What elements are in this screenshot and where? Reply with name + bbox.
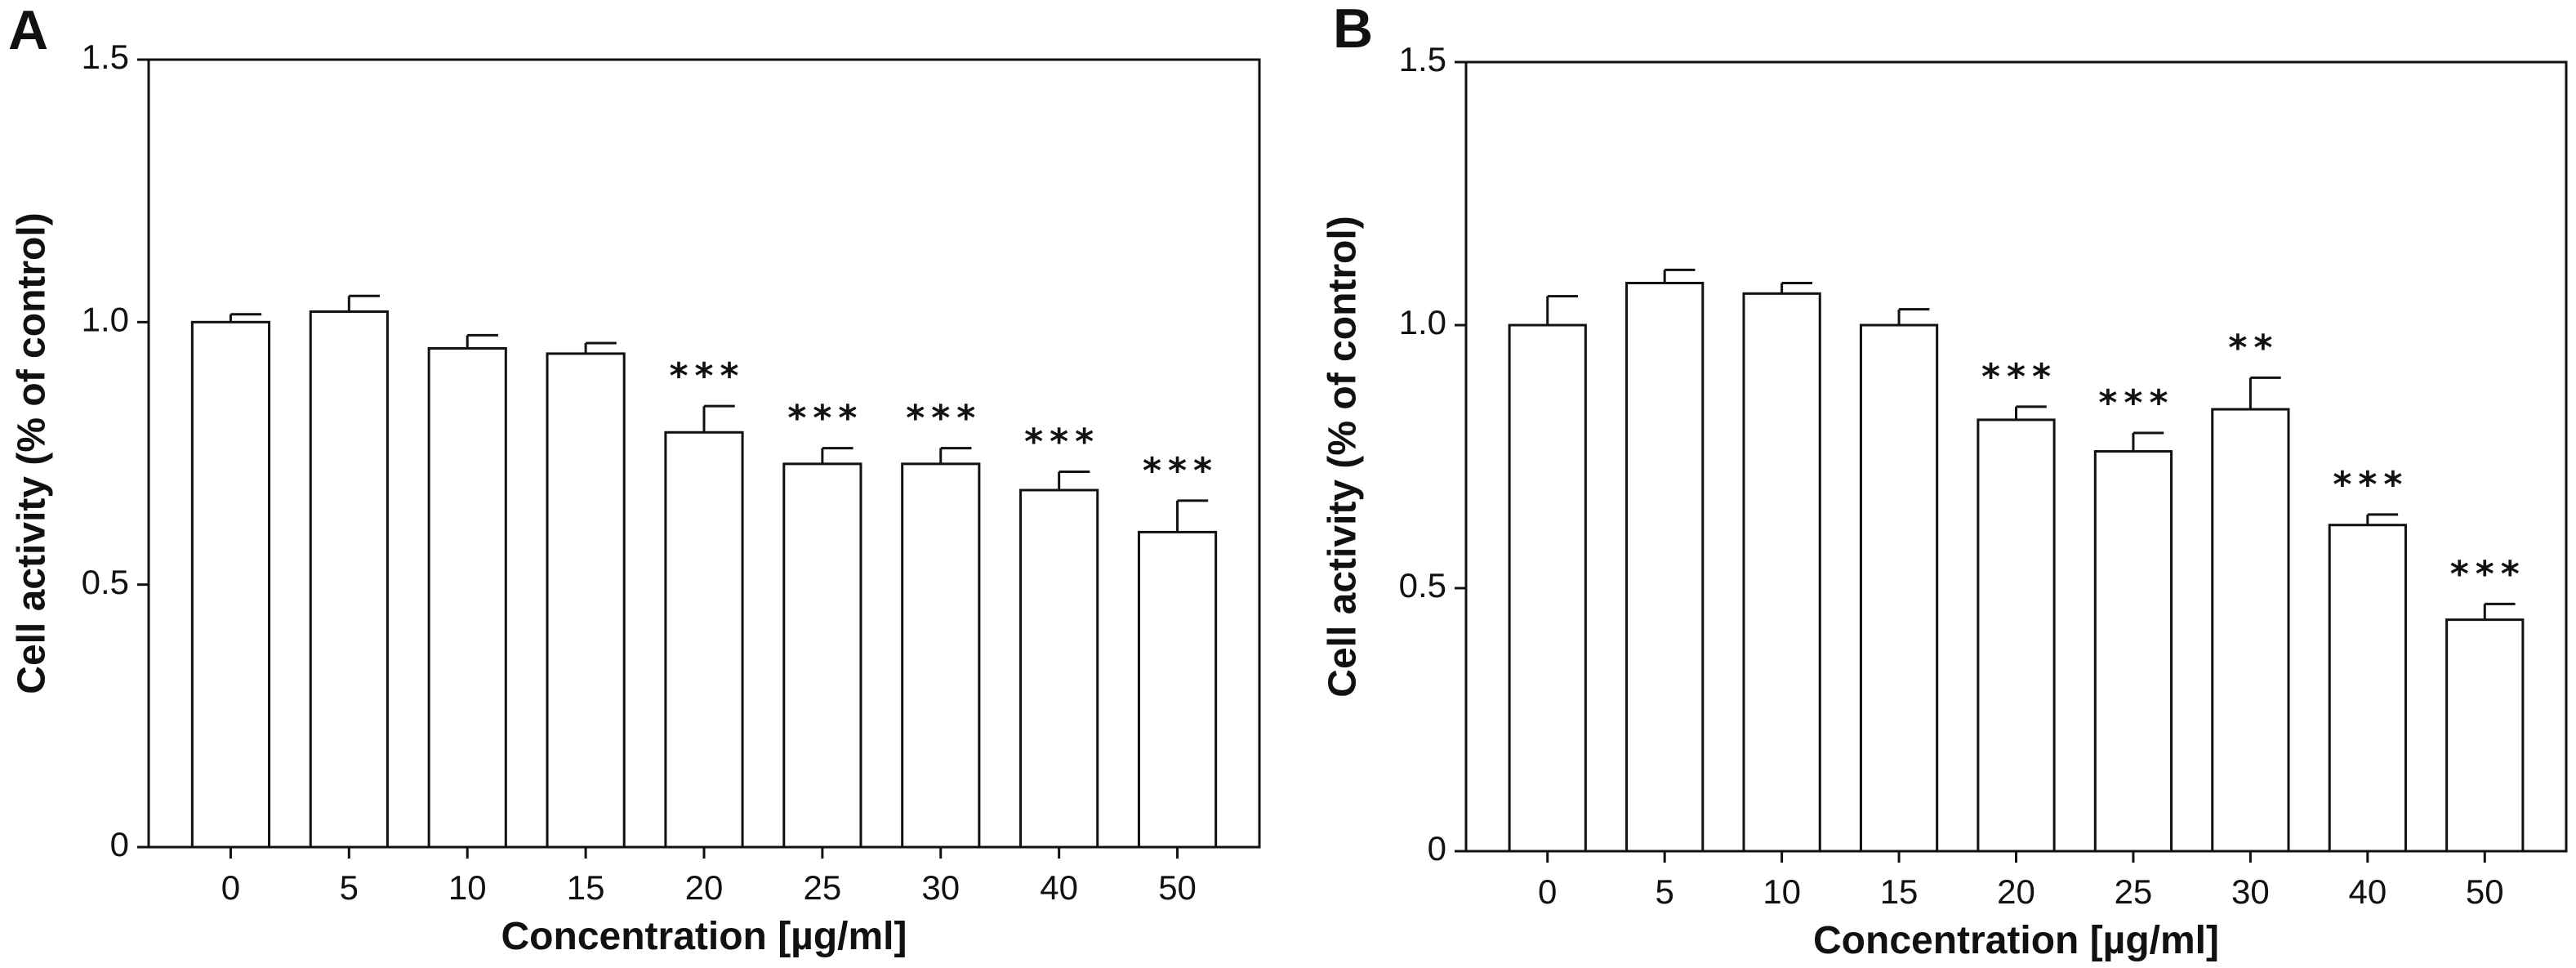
significance-label-20: *** <box>669 355 745 397</box>
bar-40 <box>1019 488 1099 849</box>
x-tick-label-25: 25 <box>2115 872 2153 911</box>
chart-panel-a: 0 0.5 1.0 1.5 0 5 10 15 20 *** 25 *** 30 *** 40 *** 50 **… <box>8 0 1261 958</box>
significance-label-40: *** <box>1024 421 1100 462</box>
significance-label-30: ** <box>2228 327 2279 368</box>
significance-label-40: *** <box>2333 464 2409 506</box>
x-tick-label-0: 0 <box>221 868 240 907</box>
x-tick-label-50: 50 <box>1158 868 1197 907</box>
x-axis-title: Concentration [µg/ml] <box>1813 919 2219 962</box>
significance-label-20: *** <box>1981 356 2057 398</box>
bar-20 <box>664 430 744 849</box>
bar-30 <box>2211 408 2290 853</box>
bar-50 <box>1137 530 1218 849</box>
bar-15 <box>546 352 626 849</box>
bar-5 <box>1625 281 1705 853</box>
bar-10 <box>1742 292 1821 853</box>
x-tick-label-30: 30 <box>2231 872 2270 911</box>
y-tick-label: 0 <box>110 825 129 863</box>
x-tick-label-10: 10 <box>448 868 487 907</box>
bar-5 <box>309 310 389 849</box>
x-tick-label-40: 40 <box>1040 868 1078 907</box>
x-tick-label-20: 20 <box>1997 872 2035 911</box>
y-axis-title: Cell activity (% of control) <box>11 212 54 694</box>
y-tick-label: 1.0 <box>82 300 129 338</box>
significance-label-30: *** <box>906 398 982 439</box>
x-tick-label-15: 15 <box>567 868 605 907</box>
x-tick-label-20: 20 <box>685 868 724 907</box>
y-tick-label: 0.5 <box>1399 566 1446 604</box>
x-axis-title: Concentration [µg/ml] <box>501 915 907 958</box>
bar-20 <box>1977 418 2056 853</box>
x-tick-label-25: 25 <box>804 868 842 907</box>
x-tick-label-5: 5 <box>1655 872 1674 911</box>
bar-15 <box>1859 323 1939 853</box>
bar-10 <box>427 346 507 849</box>
bar-0 <box>1508 323 1587 853</box>
bar-25 <box>782 462 862 849</box>
bar-30 <box>901 462 981 849</box>
x-tick-label-40: 40 <box>2348 872 2387 911</box>
x-tick-label-10: 10 <box>1763 872 1801 911</box>
x-tick-label-15: 15 <box>1880 872 1919 911</box>
significance-label-50: *** <box>2450 553 2526 595</box>
bar-0 <box>190 320 271 849</box>
significance-label-25: *** <box>787 398 863 439</box>
x-tick-label-30: 30 <box>921 868 960 907</box>
x-tick-label-0: 0 <box>1538 872 1557 911</box>
bar-25 <box>2093 450 2173 853</box>
y-tick-label: 1.5 <box>82 38 129 76</box>
y-tick-label: 0 <box>1428 829 1446 868</box>
y-axis-title: Cell activity (% of control) <box>1321 216 1365 697</box>
bar-50 <box>2445 618 2525 853</box>
x-tick-label-5: 5 <box>340 868 359 907</box>
significance-label-25: *** <box>2098 382 2174 424</box>
bar-40 <box>2328 524 2407 853</box>
panel-label: B <box>1333 0 1373 60</box>
panel-label: A <box>8 0 48 61</box>
x-tick-label-50: 50 <box>2466 872 2504 911</box>
y-tick-label: 1.5 <box>1399 40 1446 78</box>
chart-panel-b: 0 0.5 1.0 1.5 0 5 10 15 20 *** 25 *** 30 ** 40 *** 50 ***… <box>1321 0 2568 962</box>
y-tick-label: 0.5 <box>82 563 129 601</box>
significance-label-50: *** <box>1143 450 1219 492</box>
y-tick-label: 1.0 <box>1399 303 1446 341</box>
